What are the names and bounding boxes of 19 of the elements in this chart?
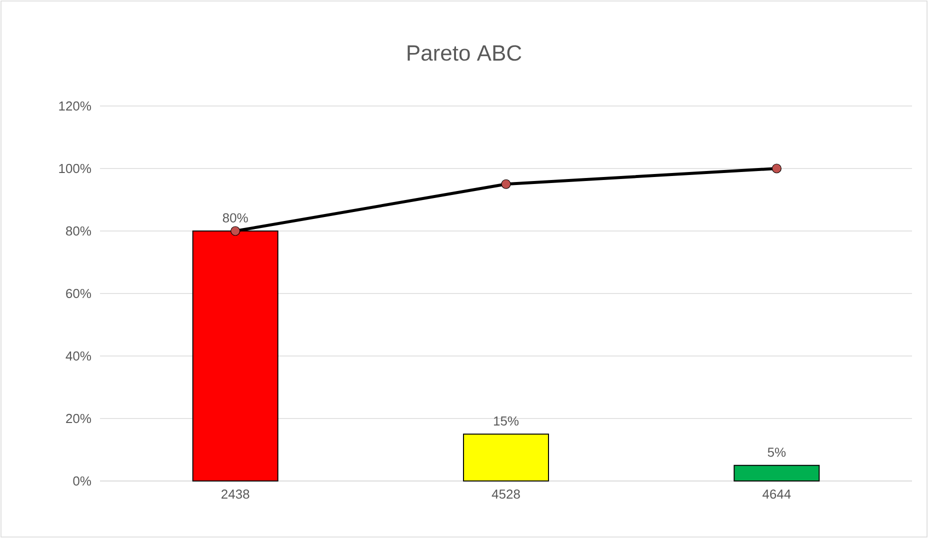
point (772, 164, 782, 174)
chart-title: Pareto ABC (408, 45, 522, 61)
y-tick-label: 80% (66, 226, 91, 236)
bar (734, 464, 820, 482)
y-tick-label: 100% (59, 164, 91, 174)
data-label: 5% (768, 448, 786, 457)
x-tick-label: 2438 (222, 490, 250, 499)
y-tick-label: 120% (59, 101, 91, 111)
x-tick-label: 4528 (492, 490, 520, 499)
y-tick-label: 60% (66, 288, 91, 298)
y-tick-label: 20% (66, 414, 91, 424)
data-label: 80% (222, 213, 248, 222)
y-tick-label: 40% (66, 351, 91, 361)
data-label: 15% (494, 416, 519, 426)
point (501, 179, 511, 189)
y-tick-label: 0% (73, 476, 91, 486)
point (230, 226, 240, 236)
x-tick-label: 4644 (762, 490, 791, 499)
bar (463, 434, 549, 482)
